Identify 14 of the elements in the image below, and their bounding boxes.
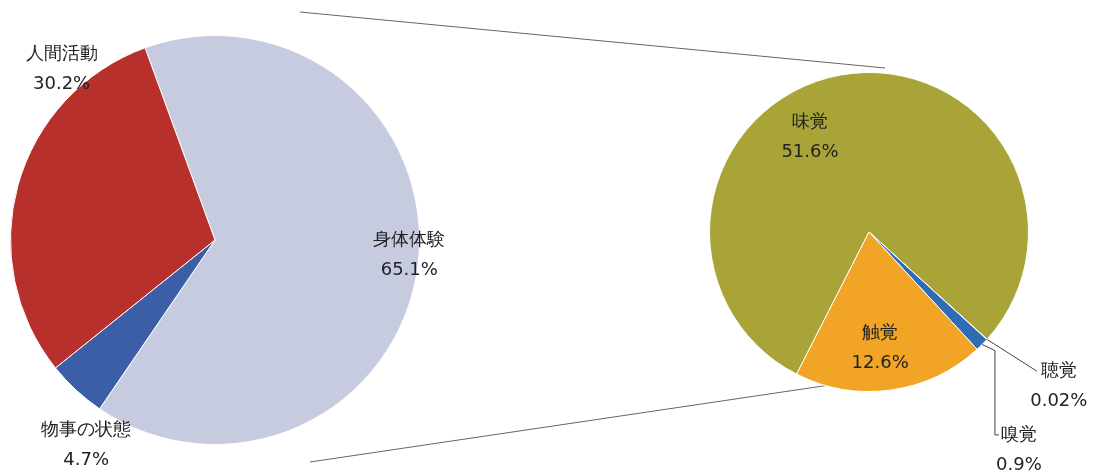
data-label: 12.6% — [851, 350, 909, 372]
slice-label: 嗅覚 — [1000, 422, 1037, 444]
data-label: 65.1% — [380, 257, 438, 279]
slice-label: 物事の状態 — [41, 418, 132, 440]
data-label: 30.2% — [33, 71, 91, 93]
data-label: 51.6% — [781, 139, 839, 161]
data-label: 0.9% — [996, 452, 1042, 472]
data-label: 0.02% — [1030, 388, 1088, 410]
slice-label: 人間活動 — [25, 41, 98, 63]
slice-label: 触覚 — [862, 320, 899, 342]
slice-label: 味覚 — [791, 109, 828, 131]
slice-label: 身体体験 — [373, 227, 446, 249]
data-label: 4.7% — [63, 448, 110, 470]
slice-label: 聴覚 — [1040, 358, 1077, 380]
